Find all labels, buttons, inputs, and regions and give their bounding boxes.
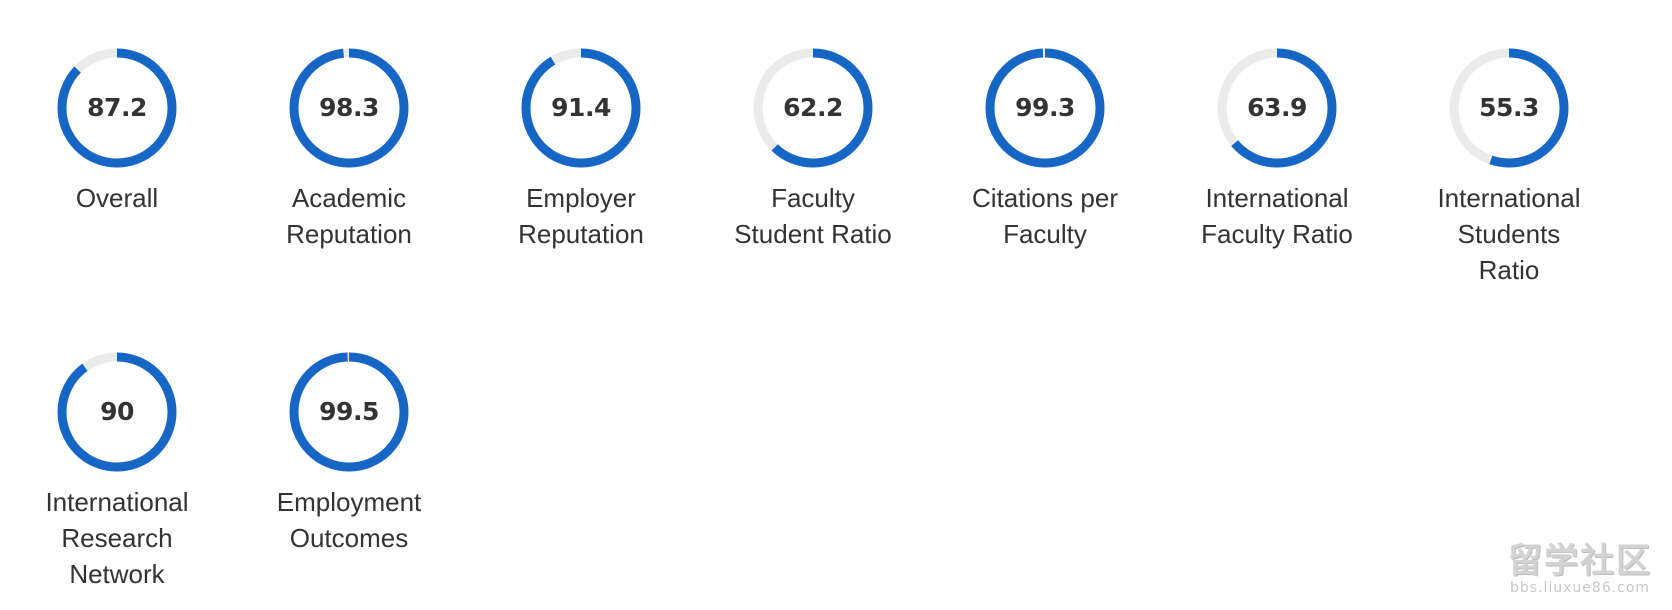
score-value: 91.4 [551,93,611,122]
metric-citations-per-faculty: 99.3 Citations per Faculty [925,48,1165,252]
score-ring: 90 [57,352,177,472]
watermark-url: bbs.liuxue86.com [1509,580,1651,596]
ring-svg [1449,48,1569,168]
score-value: 99.5 [319,397,379,426]
ring-progress-arc [57,48,177,168]
ring-svg [57,48,177,168]
score-value: 62.2 [783,93,843,122]
score-ring: 63.9 [1217,48,1337,168]
metric-label: Employer Reputation [518,183,644,249]
ring-progress-arc [1449,48,1569,168]
ring-svg [289,352,409,472]
metric-label: International Research Network [45,487,189,589]
metric-label: Overall [75,183,159,213]
watermark-logo: 留学社区 bbs.liuxue86.com [1500,542,1660,596]
score-ring: 55.3 [1449,48,1569,168]
score-value: 55.3 [1479,93,1539,122]
score-value: 99.3 [1015,93,1075,122]
metric-international-students-ratio: 55.3 International Students Ratio [1389,48,1629,288]
metric-academic-reputation: 98.3 Academic Reputation [229,48,469,252]
ring-progress-arc [289,352,409,472]
metric-employment-outcomes: 99.5 Employment Outcomes [229,352,469,556]
ring-svg [289,48,409,168]
ring-progress-arc [521,48,641,168]
ring-svg [1217,48,1337,168]
ring-progress-arc [57,352,177,472]
ring-progress-arc [289,48,409,168]
metric-international-research-network: 90 International Research Network [0,352,237,592]
score-ring: 99.3 [985,48,1105,168]
metric-label: Employment Outcomes [276,487,422,553]
ring-progress-arc [985,48,1105,168]
metric-label: Faculty Student Ratio [734,183,892,249]
metric-overall: 87.2 Overall [0,48,237,216]
metric-international-faculty-ratio: 63.9 International Faculty Ratio [1157,48,1397,252]
metric-label: International Students Ratio [1437,183,1581,285]
score-ring: 91.4 [521,48,641,168]
score-ring: 87.2 [57,48,177,168]
score-ring: 98.3 [289,48,409,168]
score-ring: 62.2 [753,48,873,168]
ring-svg [521,48,641,168]
ring-svg [753,48,873,168]
metric-faculty-student-ratio: 62.2 Faculty Student Ratio [693,48,933,252]
score-value: 90 [100,397,134,426]
score-value: 63.9 [1247,93,1307,122]
metric-label: International Faculty Ratio [1201,183,1353,249]
ring-progress-arc [1217,48,1337,168]
metric-label: Citations per Faculty [972,183,1118,249]
ring-progress-arc [753,48,873,168]
metric-label: Academic Reputation [286,183,412,249]
score-ring: 99.5 [289,352,409,472]
score-value: 98.3 [319,93,379,122]
metric-employer-reputation: 91.4 Employer Reputation [461,48,701,252]
ring-svg [57,352,177,472]
ring-svg [985,48,1105,168]
watermark-text: 留学社区 [1508,541,1652,581]
score-value: 87.2 [87,93,147,122]
